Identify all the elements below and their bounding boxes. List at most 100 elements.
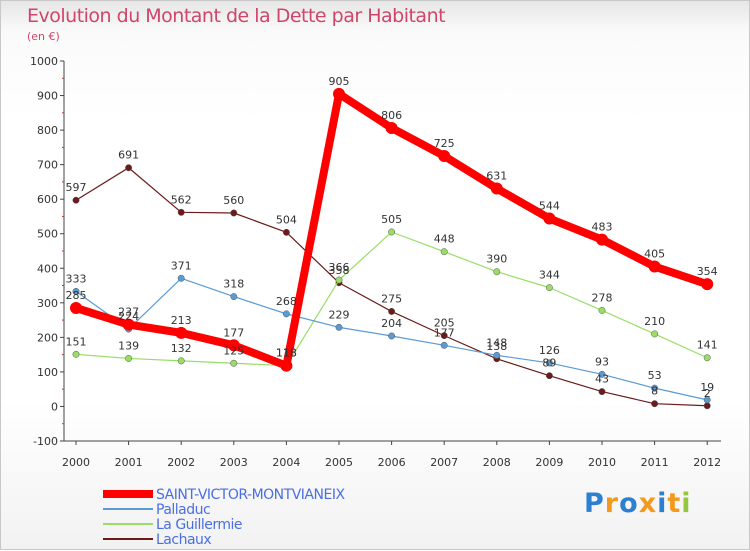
proxiti-logo: Proxiti <box>584 488 692 519</box>
data-label: 237 <box>118 306 139 319</box>
y-tick-label: 200 <box>37 331 58 344</box>
data-label: 366 <box>329 261 350 274</box>
series-saint-victor-montvianeix <box>70 87 714 372</box>
data-label: 141 <box>697 339 718 352</box>
data-point <box>543 212 556 225</box>
data-label: 8 <box>651 385 658 398</box>
data-point <box>648 260 661 273</box>
data-label: 333 <box>66 272 87 285</box>
data-label: 285 <box>66 289 87 302</box>
data-label: 2 <box>704 387 711 400</box>
data-label: 544 <box>539 200 560 213</box>
data-label: 905 <box>329 75 350 88</box>
x-tick-label: 2012 <box>693 456 721 469</box>
series-palladuc <box>72 274 711 404</box>
y-tick-label: 1000 <box>30 55 58 68</box>
logo-letter: P <box>584 488 605 519</box>
data-point <box>598 388 606 396</box>
data-label: 275 <box>381 292 402 305</box>
data-label: 405 <box>644 248 665 261</box>
y-tick-label: 400 <box>37 262 58 275</box>
x-tick-label: 2003 <box>220 456 248 469</box>
data-point <box>175 326 188 339</box>
data-label: 224 <box>118 310 139 323</box>
data-label: 725 <box>434 137 455 150</box>
data-label: 177 <box>434 326 455 339</box>
data-label: 118 <box>276 347 297 360</box>
x-tick-label: 2009 <box>535 456 563 469</box>
chart-title: Evolution du Montant de la Dette par Hab… <box>27 5 446 27</box>
data-point <box>335 276 343 284</box>
data-label: 390 <box>486 253 507 266</box>
data-point <box>545 284 553 292</box>
data-point <box>598 306 606 314</box>
data-point <box>651 400 659 408</box>
data-point <box>70 302 82 314</box>
data-point <box>125 164 133 172</box>
legend-label: SAINT-VICTOR-MONTVIANEIX <box>156 487 345 503</box>
data-point <box>493 268 501 276</box>
data-label: 53 <box>648 369 662 382</box>
data-label: 126 <box>539 344 560 357</box>
data-point <box>385 122 398 135</box>
data-point <box>596 233 608 246</box>
y-tick-label: -100 <box>33 435 58 448</box>
data-label: 691 <box>118 149 139 162</box>
data-label: 43 <box>595 373 609 386</box>
data-label: 354 <box>697 265 718 278</box>
data-point <box>440 332 448 340</box>
data-point <box>335 323 343 331</box>
data-point <box>282 228 290 236</box>
x-tick-label: 2007 <box>430 456 458 469</box>
data-point <box>493 351 501 359</box>
x-tick-label: 2002 <box>167 456 195 469</box>
x-tick-label: 2004 <box>272 456 300 469</box>
data-label: 483 <box>592 221 613 234</box>
data-point <box>388 308 396 315</box>
data-label: 278 <box>592 291 613 304</box>
data-label: 597 <box>66 181 87 194</box>
data-label: 504 <box>276 213 297 226</box>
x-tick-label: 2011 <box>641 456 669 469</box>
data-label: 631 <box>486 169 507 182</box>
data-point <box>438 150 451 162</box>
data-label: 448 <box>434 233 455 246</box>
data-label: 205 <box>434 317 455 330</box>
data-label: 358 <box>329 264 350 277</box>
data-point <box>333 87 345 100</box>
data-label: 148 <box>486 336 507 349</box>
data-label: 210 <box>644 315 665 328</box>
y-tick-label: 600 <box>37 193 58 206</box>
data-point <box>701 278 714 291</box>
data-label: 19 <box>700 381 714 394</box>
data-label: 371 <box>171 259 192 272</box>
y-tick-label: 500 <box>37 228 58 241</box>
data-label: 806 <box>381 109 402 122</box>
data-point <box>122 318 135 331</box>
data-label: 93 <box>595 355 609 368</box>
data-point <box>280 359 293 372</box>
data-point <box>177 357 185 365</box>
y-tick-label: 700 <box>37 159 58 172</box>
data-label: 204 <box>381 317 402 330</box>
logo-letter: i <box>681 488 692 519</box>
data-point <box>440 248 448 256</box>
x-tick-label: 2006 <box>378 456 406 469</box>
data-label: 560 <box>223 194 244 207</box>
logo-letter: i <box>657 488 668 519</box>
data-label: 138 <box>486 340 507 353</box>
data-point <box>440 341 448 349</box>
series-lachaux <box>72 164 711 410</box>
data-label: 118 <box>276 347 297 360</box>
data-point <box>388 332 396 340</box>
data-point <box>230 209 238 217</box>
data-label: 139 <box>118 339 139 352</box>
data-point <box>72 196 80 204</box>
logo-letter: x <box>638 488 658 519</box>
data-label: 213 <box>171 314 192 327</box>
y-tick-label: 100 <box>37 366 58 379</box>
data-label: 318 <box>223 278 244 291</box>
data-point <box>177 274 185 282</box>
